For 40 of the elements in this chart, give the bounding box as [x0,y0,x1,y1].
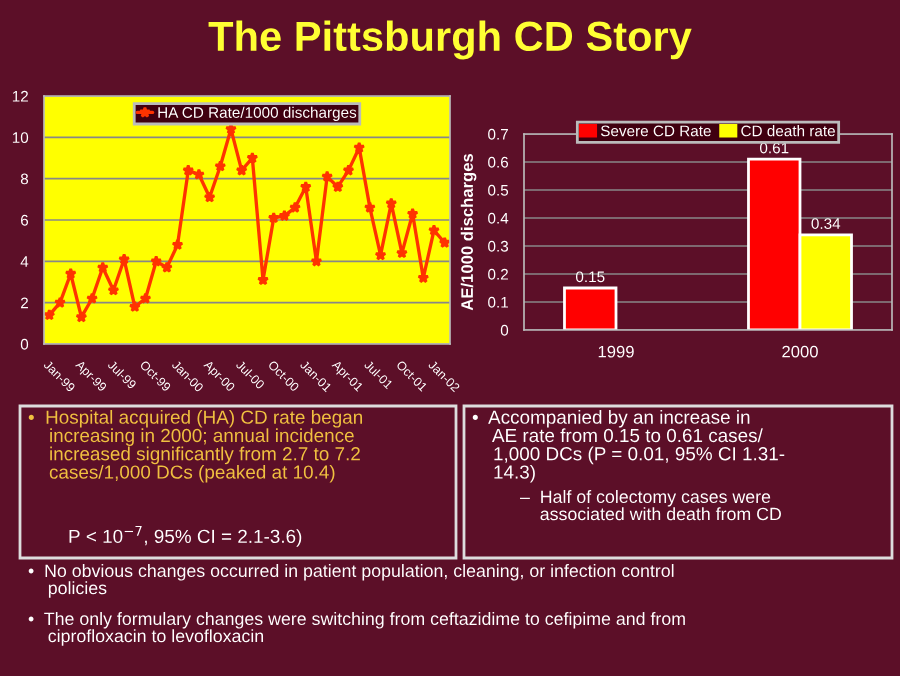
bar [563,286,618,330]
point [182,164,195,176]
point [128,300,141,313]
point [363,201,376,213]
point [299,180,312,193]
point [267,211,280,224]
point [331,180,344,193]
point [203,191,216,203]
point [214,160,227,172]
point [342,164,355,176]
text: • Hospital acquired (HA) CD rate began increasing in 2000; annual incidence increased significantly from 2.7 to 7.2 cases/1,000 DCs (peaked at 10.4) [28,410,362,483]
point [54,296,67,308]
point [64,267,77,280]
point [192,168,205,180]
point [321,170,334,182]
point [353,141,366,153]
point [44,308,56,321]
point [406,207,419,220]
point [150,255,163,267]
point [139,292,152,304]
point [427,224,440,236]
text: – Half of colectomy cases were associated with death from CD [520,490,781,521]
point [438,236,450,249]
text: • The only formulary changes were switching from ceftazidime to cefipime and from ciprofloxacin to levofloxacin [28,612,685,646]
point [118,253,131,265]
x-tick-label: 1999 [598,345,634,358]
point [289,201,302,213]
y-axis-title: AE/1000 discharges [460,153,477,311]
point [107,284,120,296]
point [385,197,398,209]
point [278,209,291,222]
point [246,151,259,164]
text: P < 10$^{−7}$, 95% CI = 2.1-3.6) [69,526,302,547]
point [160,261,173,273]
text: • No obvious changes occurred in patient population, cleaning, or infection control policies [28,564,674,598]
text: • Accompanied by an increase in AE rate from 0.15 to 0.61 cases/ 1,000 DCs (P = 0.01, 95% CI 1.31- 14.3) [472,410,785,483]
point [75,310,88,323]
chart-title: The Pittsburgh CD Story [208,20,692,60]
point [86,292,99,304]
x-tick-label: 2000 [782,345,818,358]
